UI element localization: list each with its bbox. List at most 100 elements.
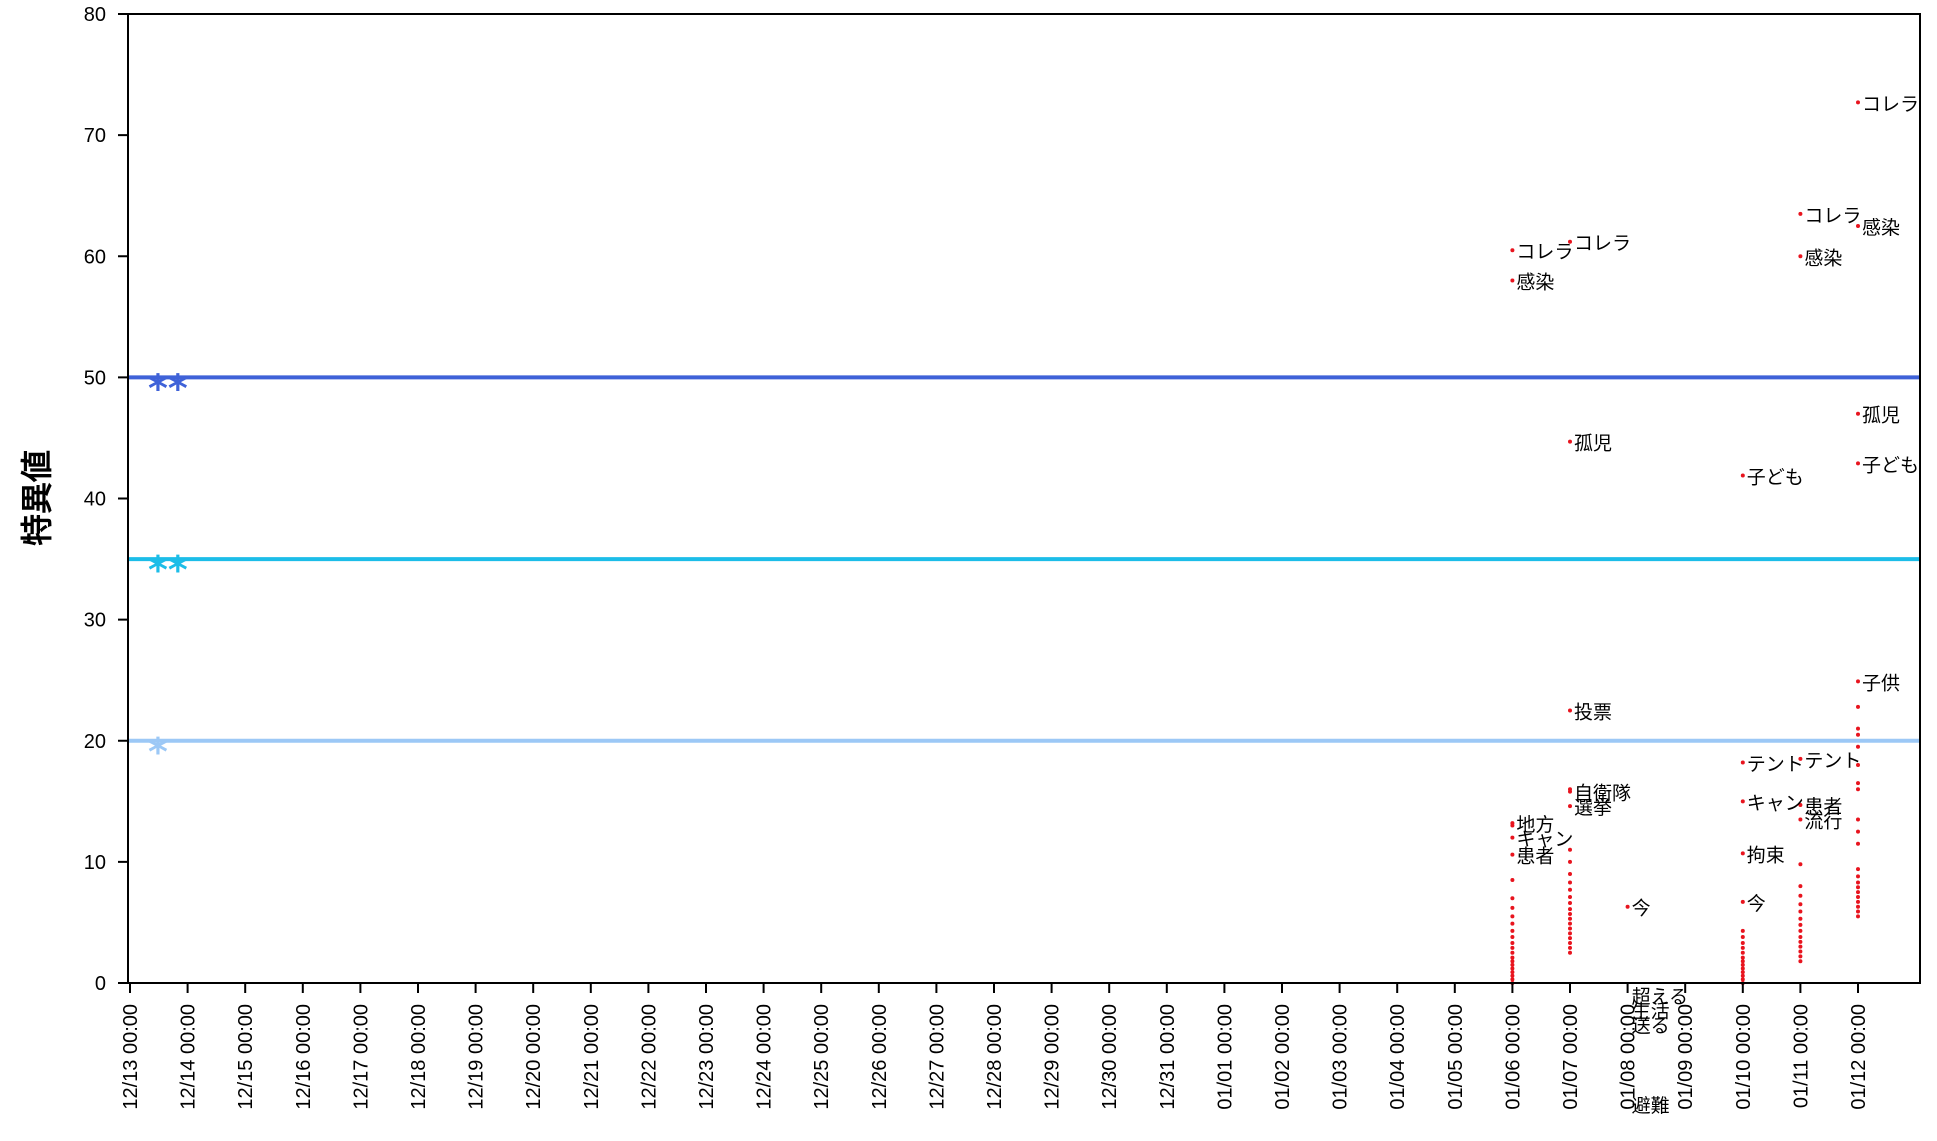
x-tick-label: 01/08 00:00 xyxy=(1618,1004,1640,1110)
x-tick-label: 01/10 00:00 xyxy=(1733,1004,1755,1110)
data-point xyxy=(1856,829,1860,834)
data-point xyxy=(1856,867,1860,872)
data-point xyxy=(1740,966,1745,971)
x-tick-label: 12/31 00:00 xyxy=(1157,1004,1179,1110)
data-point xyxy=(1740,962,1745,967)
data-point xyxy=(1798,893,1803,898)
point-label: コレラ xyxy=(1574,233,1631,255)
x-tick-label: 01/09 00:00 xyxy=(1675,1004,1697,1110)
data-point xyxy=(1740,959,1745,964)
data-point xyxy=(1568,950,1572,955)
data-point xyxy=(1798,939,1803,944)
data-point xyxy=(1740,955,1745,960)
x-tick-label: 12/25 00:00 xyxy=(811,1004,833,1110)
data-point xyxy=(1740,473,1745,478)
point-label: 拘束 xyxy=(1747,844,1785,866)
data-point xyxy=(1740,941,1745,946)
data-point xyxy=(1856,874,1860,879)
x-tick-label: 12/16 00:00 xyxy=(293,1004,315,1110)
data-point xyxy=(1568,708,1572,713)
x-tick-label: 01/01 00:00 xyxy=(1214,1004,1236,1110)
data-point xyxy=(1510,955,1515,960)
data-point xyxy=(1510,914,1515,919)
point-label: 感染 xyxy=(1804,247,1842,269)
data-point xyxy=(1856,762,1860,767)
data-point xyxy=(1740,928,1745,933)
data-point xyxy=(1856,904,1860,909)
x-tick-label: 12/23 00:00 xyxy=(696,1004,718,1110)
point-label: コレラ xyxy=(1804,205,1861,227)
point-label: 流行 xyxy=(1804,810,1842,832)
data-point xyxy=(1856,732,1860,737)
data-point xyxy=(1856,679,1860,684)
data-point xyxy=(1856,100,1860,105)
data-point xyxy=(1568,921,1572,926)
point-label: 患者 xyxy=(1516,846,1554,868)
point-label: 送る xyxy=(1632,1015,1670,1037)
point-label: 患者 xyxy=(1804,796,1842,818)
data-point xyxy=(1740,899,1745,904)
x-tick-label: 01/07 00:00 xyxy=(1560,1004,1582,1110)
data-point xyxy=(1798,959,1803,964)
data-point xyxy=(1510,945,1515,950)
data-point xyxy=(1856,704,1860,709)
data-point xyxy=(1740,973,1745,978)
y-axis: 0 10 20 30 40 50 60 70 80 xyxy=(84,4,128,995)
threshold-marker: * xyxy=(148,730,168,774)
x-tick-label: 12/20 00:00 xyxy=(523,1004,545,1110)
data-point xyxy=(1798,802,1803,807)
x-tick-label: 12/28 00:00 xyxy=(984,1004,1006,1110)
data-point xyxy=(1510,278,1515,283)
y-tick-label: 60 xyxy=(84,246,106,268)
x-tick-label: 12/14 00:00 xyxy=(178,1004,200,1110)
x-tick-label: 12/29 00:00 xyxy=(1042,1004,1064,1110)
x-tick-label: 12/19 00:00 xyxy=(466,1004,488,1110)
data-point xyxy=(1798,862,1803,867)
data-point xyxy=(1510,973,1515,978)
data-point xyxy=(1510,921,1515,926)
y-tick-label: 0 xyxy=(95,973,106,995)
x-tick-label: 12/22 00:00 xyxy=(638,1004,660,1110)
data-point xyxy=(1798,954,1803,959)
data-point xyxy=(1856,726,1860,731)
data-point xyxy=(1510,970,1515,975)
data-point xyxy=(1740,977,1745,982)
data-point xyxy=(1568,945,1572,950)
point-label: コレラ xyxy=(1862,93,1919,115)
data-point xyxy=(1740,851,1745,856)
x-tick-label: 12/17 00:00 xyxy=(350,1004,372,1110)
point-label: 子ども xyxy=(1862,454,1919,476)
data-point xyxy=(1798,756,1803,761)
data-point xyxy=(1856,223,1860,228)
point-label: 投票 xyxy=(1574,701,1612,723)
point-label: 今 xyxy=(1632,898,1651,920)
data-point xyxy=(1568,901,1572,906)
data-point xyxy=(1798,902,1803,907)
data-point xyxy=(1510,248,1515,253)
data-point xyxy=(1510,977,1515,982)
point-label: 生活 xyxy=(1632,1001,1670,1023)
data-point xyxy=(1798,922,1803,927)
point-labels: コレラ感染地方キャン患者コレラ孤児投票自衛隊選挙今超える生活送る避難子どもテント… xyxy=(1516,93,1919,1117)
data-point xyxy=(1510,934,1515,939)
point-label: 感染 xyxy=(1516,271,1554,293)
data-point xyxy=(1798,934,1803,939)
data-point xyxy=(1568,804,1572,809)
x-tick-label: 12/21 00:00 xyxy=(581,1004,603,1110)
threshold-lines: ***** xyxy=(128,366,1920,774)
data-point xyxy=(1568,789,1572,794)
data-point xyxy=(1625,904,1630,909)
x-tick-label: 12/26 00:00 xyxy=(869,1004,891,1110)
point-label: コレラ xyxy=(1516,241,1573,263)
x-tick-label: 01/04 00:00 xyxy=(1387,1004,1409,1110)
data-point xyxy=(1798,254,1803,259)
data-point xyxy=(1798,949,1803,954)
data-point xyxy=(1568,916,1572,921)
x-tick-label: 01/02 00:00 xyxy=(1272,1004,1294,1110)
data-point xyxy=(1510,959,1515,964)
data-point xyxy=(1740,945,1745,950)
point-label: キャン xyxy=(1747,792,1804,814)
data-point xyxy=(1568,871,1572,876)
data-point xyxy=(1740,760,1745,765)
